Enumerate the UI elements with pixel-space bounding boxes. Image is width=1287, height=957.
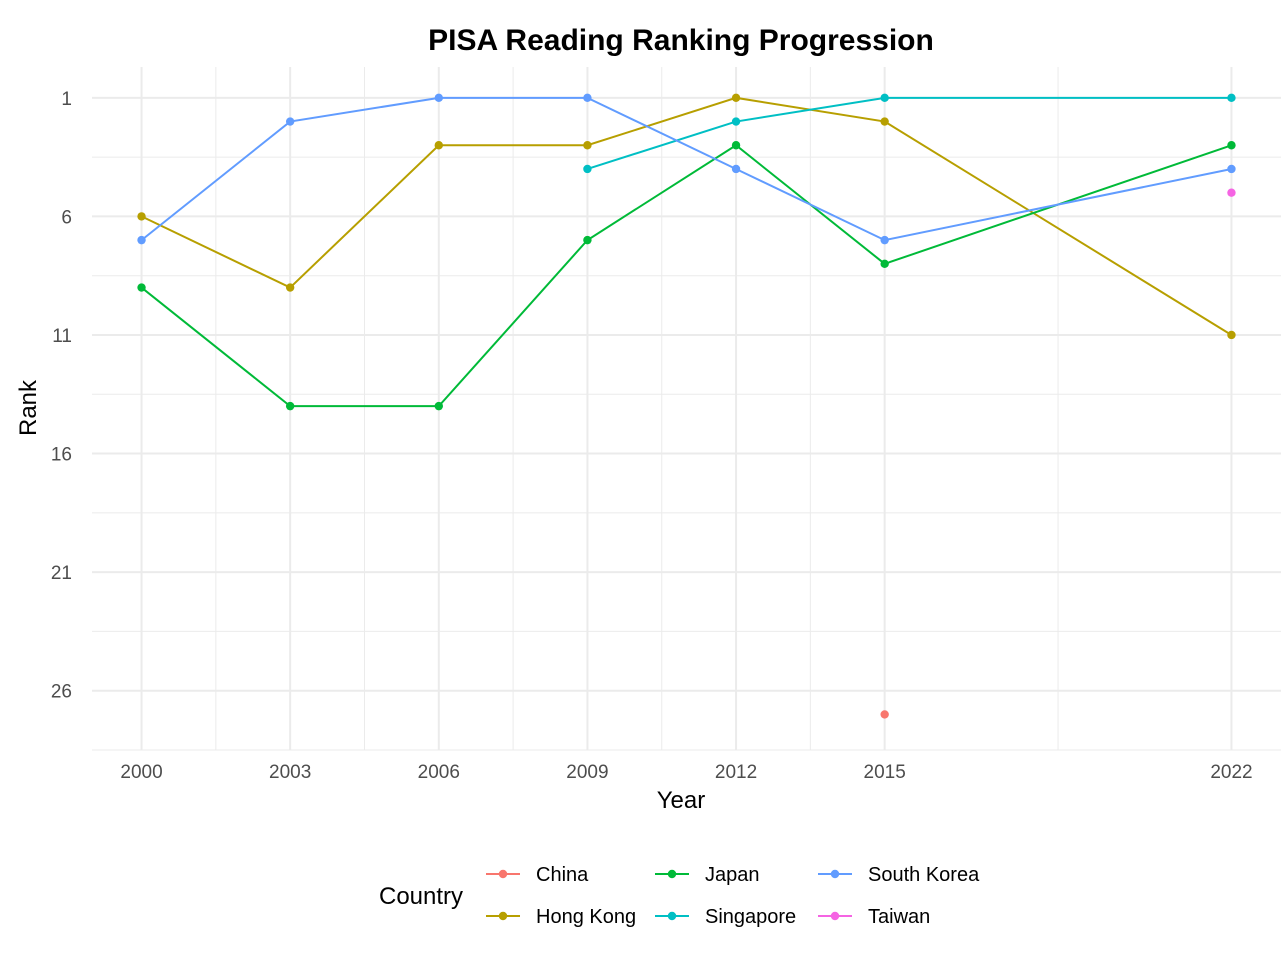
legend-item-singapore: Singapore xyxy=(655,906,796,928)
series-layer xyxy=(137,93,1236,719)
legend-item-hong-kong: Hong Kong xyxy=(486,906,636,928)
legend-key-point xyxy=(830,911,840,921)
data-point-hong-kong xyxy=(434,141,443,150)
data-point-south-korea xyxy=(731,164,741,174)
x-axis-ticks: 2000 2003 2006 2009 2012 2015 2022 xyxy=(120,762,1252,783)
x-tick-label: 2000 xyxy=(120,762,162,783)
x-tick-label: 2003 xyxy=(269,762,311,783)
chart-title: PISA Reading Ranking Progression xyxy=(428,24,934,57)
data-point-singapore xyxy=(583,164,592,174)
legend: Country China Hong Kong Japan Singapore Sout… xyxy=(379,864,980,928)
data-point-south-korea xyxy=(880,235,889,245)
data-point-japan xyxy=(583,235,592,245)
data-point-hong-kong xyxy=(880,117,889,126)
legend-key-point xyxy=(667,911,677,921)
data-point-singapore xyxy=(880,93,889,103)
data-point-south-korea xyxy=(285,117,295,126)
data-point-singapore xyxy=(731,117,741,126)
data-point-japan xyxy=(137,283,146,292)
grid-major xyxy=(92,67,1281,750)
y-tick-label: 6 xyxy=(61,207,72,228)
data-point-taiwan xyxy=(1227,188,1236,197)
x-axis-title: Year xyxy=(657,787,706,814)
legend-key-point xyxy=(498,911,508,921)
data-point-japan xyxy=(880,259,889,269)
y-axis-title: Rank xyxy=(15,379,42,436)
legend-title: Country xyxy=(379,883,463,910)
legend-key-point xyxy=(498,869,508,879)
series-line-south-korea xyxy=(140,96,1232,242)
legend-item-taiwan: Taiwan xyxy=(818,906,930,928)
y-tick-label: 1 xyxy=(61,89,72,110)
legend-key-point xyxy=(667,869,677,879)
legend-label: South Korea xyxy=(868,864,980,886)
y-tick-label: 11 xyxy=(52,326,72,347)
legend-key-point xyxy=(830,869,840,879)
legend-item-japan: Japan xyxy=(655,864,760,886)
data-point-japan xyxy=(1227,141,1236,150)
x-tick-label: 2012 xyxy=(715,762,757,783)
legend-label: Japan xyxy=(705,864,760,886)
data-point-hong-kong xyxy=(1227,330,1236,340)
data-point-china xyxy=(880,710,889,719)
x-tick-label: 2015 xyxy=(864,762,906,783)
data-point-south-korea xyxy=(583,93,592,103)
data-point-singapore xyxy=(1227,93,1236,103)
data-point-south-korea xyxy=(1227,164,1236,174)
grid-minor xyxy=(92,67,1281,751)
legend-item-china: China xyxy=(486,864,589,886)
data-point-japan xyxy=(434,401,443,411)
y-tick-label: 16 xyxy=(51,445,72,466)
data-point-japan xyxy=(731,141,741,150)
series-line-singapore xyxy=(587,96,1232,170)
x-tick-label: 2006 xyxy=(418,762,460,783)
legend-label: China xyxy=(536,864,589,886)
data-point-hong-kong xyxy=(137,212,146,221)
legend-item-south-korea: South Korea xyxy=(818,864,980,886)
x-tick-label: 2009 xyxy=(566,762,608,783)
x-tick-label: 2022 xyxy=(1210,762,1252,783)
legend-label: Singapore xyxy=(705,906,796,928)
y-tick-label: 26 xyxy=(51,682,72,703)
data-point-hong-kong xyxy=(583,141,592,150)
data-point-hong-kong xyxy=(731,93,741,103)
data-point-hong-kong xyxy=(285,283,295,292)
data-point-japan xyxy=(285,401,295,411)
legend-label: Hong Kong xyxy=(536,906,636,928)
legend-label: Taiwan xyxy=(868,906,930,928)
data-point-south-korea xyxy=(434,93,443,103)
y-tick-label: 21 xyxy=(51,563,72,584)
data-point-south-korea xyxy=(137,235,146,245)
